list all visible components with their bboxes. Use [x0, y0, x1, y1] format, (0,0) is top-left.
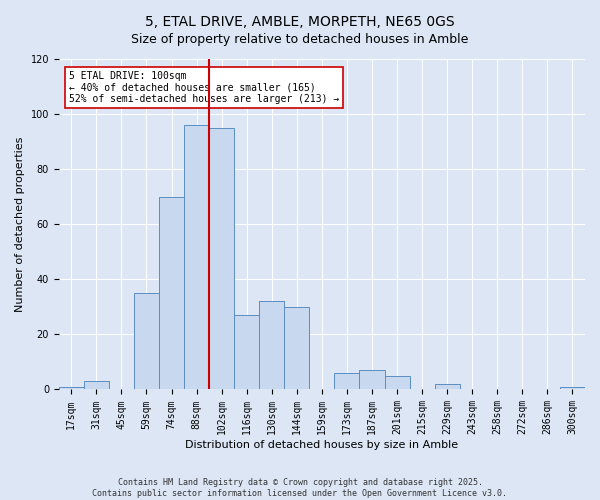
Bar	[334, 373, 359, 390]
Bar	[184, 125, 209, 390]
Text: Size of property relative to detached houses in Amble: Size of property relative to detached ho…	[131, 32, 469, 46]
Bar	[59, 386, 84, 390]
Bar	[84, 381, 109, 390]
Bar	[434, 384, 460, 390]
Bar	[209, 128, 234, 390]
Bar	[259, 302, 284, 390]
Bar	[234, 315, 259, 390]
Text: 5, ETAL DRIVE, AMBLE, MORPETH, NE65 0GS: 5, ETAL DRIVE, AMBLE, MORPETH, NE65 0GS	[145, 15, 455, 29]
Bar	[560, 386, 585, 390]
Bar	[359, 370, 385, 390]
Text: 5 ETAL DRIVE: 100sqm
← 40% of detached houses are smaller (165)
52% of semi-deta: 5 ETAL DRIVE: 100sqm ← 40% of detached h…	[70, 70, 340, 104]
Bar	[134, 293, 159, 390]
Y-axis label: Number of detached properties: Number of detached properties	[15, 136, 25, 312]
Text: Contains HM Land Registry data © Crown copyright and database right 2025.
Contai: Contains HM Land Registry data © Crown c…	[92, 478, 508, 498]
X-axis label: Distribution of detached houses by size in Amble: Distribution of detached houses by size …	[185, 440, 458, 450]
Bar	[284, 307, 310, 390]
Bar	[385, 376, 410, 390]
Bar	[159, 196, 184, 390]
